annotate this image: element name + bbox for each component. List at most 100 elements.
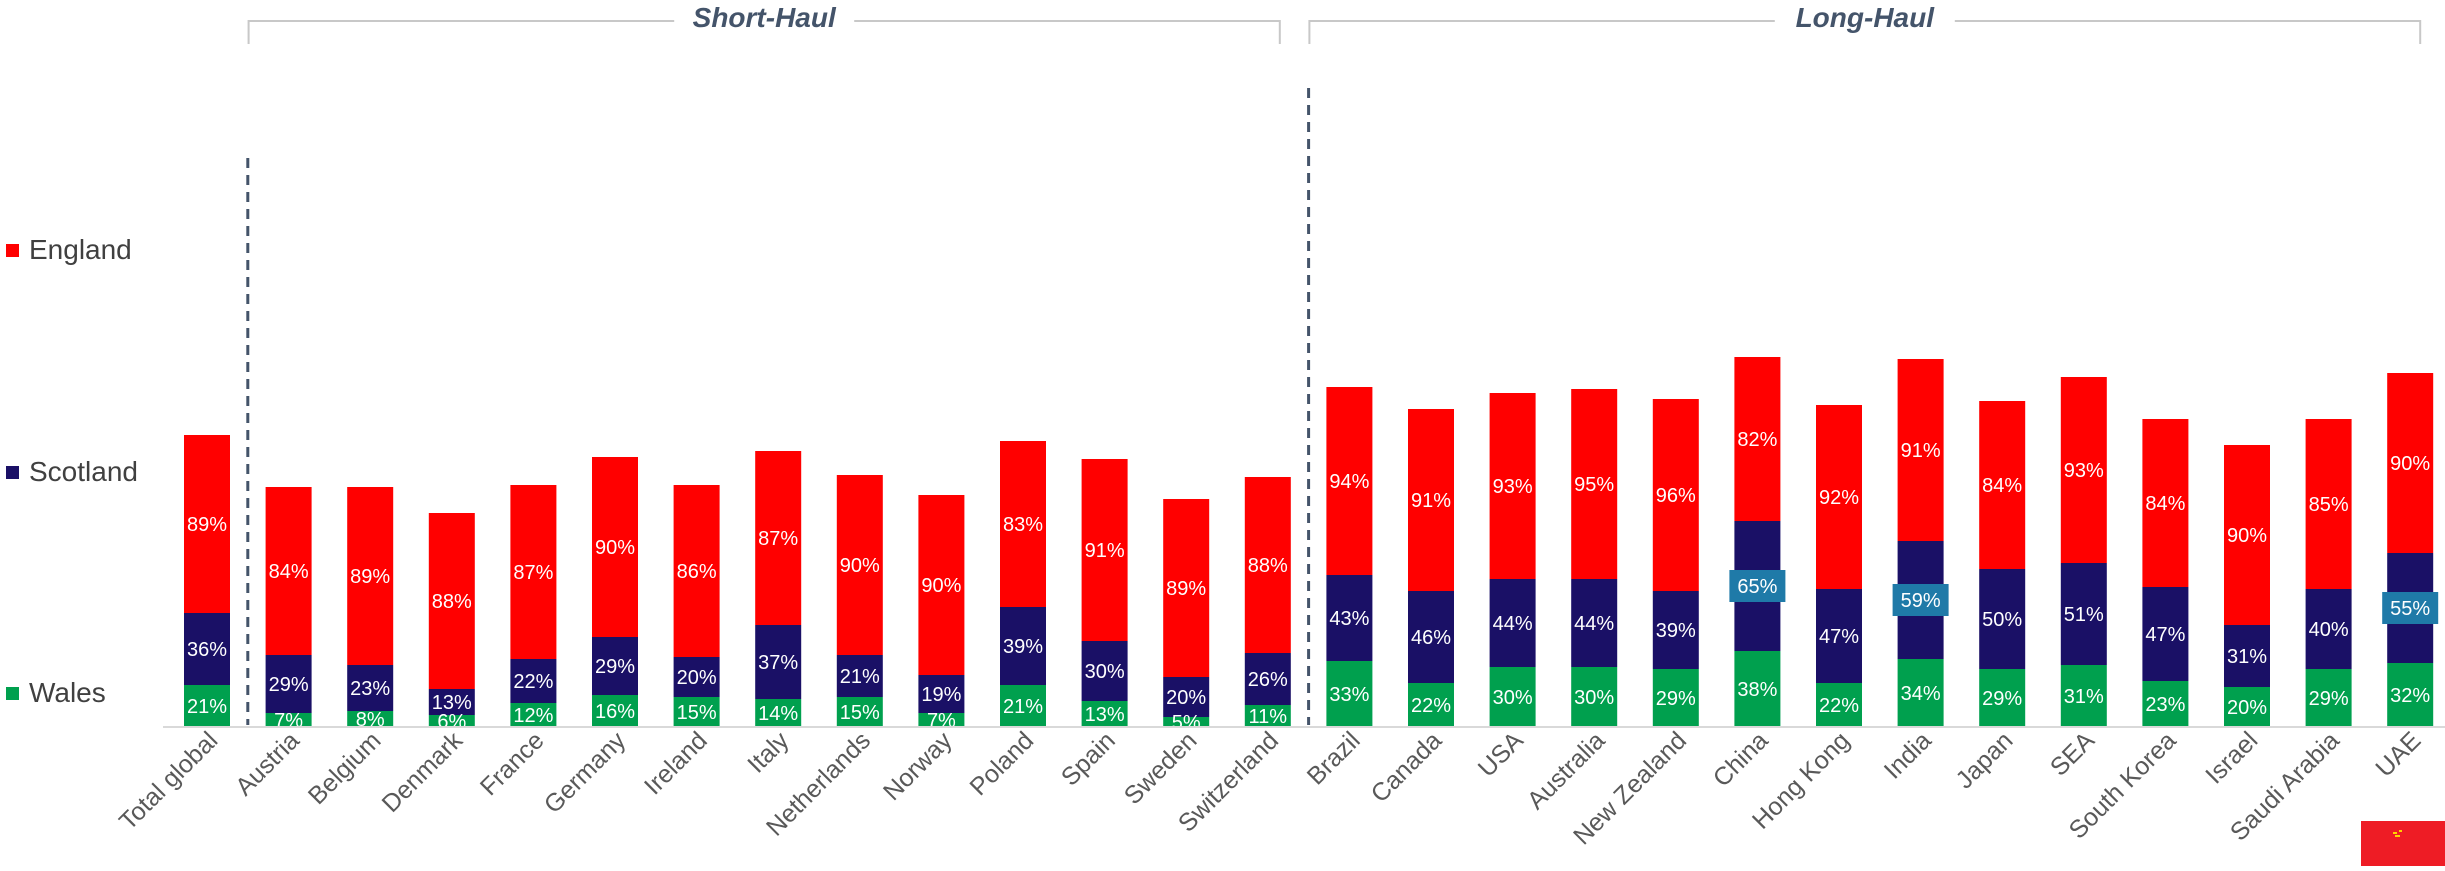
bar-england-austria [265,487,312,655]
group-dividers [246,88,1311,725]
data-label-england-sea: 93% [2064,460,2104,482]
bar-wales-new-zealand [1652,669,1699,727]
data-label-scotland-usa: 44% [1493,613,1533,635]
bar-area: 21%36%89%7%29%84%8%23%89%6%13%88%12%22%8… [184,357,2439,734]
bar-scotland-belgium [347,665,394,711]
x-tick-label-ireland: Ireland [639,726,713,800]
data-label-wales-saudi-arabia: 29% [2309,688,2349,710]
data-label-england-italy: 87% [758,528,798,550]
data-label-england-uae: 90% [2390,453,2430,475]
data-label-scotland-poland: 39% [1003,636,1043,658]
x-tick-label-norway: Norway [878,726,958,806]
bar-wales-poland [1000,685,1046,727]
x-tick-label-israel: Israel [2200,726,2263,789]
bar-wales-japan [1979,669,2026,727]
bar-wales-spain [1081,701,1128,727]
x-tick-label-total-global: Total global [114,726,223,835]
bar-scotland-denmark [428,689,475,715]
bar-wales-south-korea [2142,681,2189,727]
bar-england-brazil [1326,387,1373,575]
group-label-long-haul: Long-Haul [1796,2,1936,33]
bar-england-usa [1489,393,1536,579]
data-label-wales-hong-kong: 22% [1819,695,1859,717]
bar-wales-norway [918,713,965,727]
bar-scotland-netherlands [836,655,883,697]
bar-scotland-japan [1979,569,2026,669]
bar-wales-uae [2387,663,2434,727]
data-label-england-spain: 91% [1085,540,1125,562]
x-tick-label-austria: Austria [230,726,305,801]
data-label-scotland-germany: 29% [595,656,635,678]
data-label-wales-new-zealand: 29% [1656,688,1696,710]
data-label-england-sweden: 89% [1166,578,1206,600]
bar-scotland-usa [1489,579,1536,667]
bar-wales-israel [2224,687,2270,727]
data-label-scotland-ireland: 20% [677,667,717,689]
bar-scotland-new-zealand [1652,591,1699,669]
x-tick-label-france: France [475,726,550,801]
data-label-wales-australia: 30% [1574,687,1614,709]
bar-scotland-brazil [1326,575,1373,661]
data-label-scotland-uae: 55% [2390,598,2430,620]
x-tick-label-germany: Germany [539,726,632,819]
data-label-scotland-denmark: 13% [432,692,472,714]
x-tick-label-india: India [1879,726,1937,784]
data-label-england-new-zealand: 96% [1656,485,1696,507]
data-label-scotland-south-korea: 47% [2145,624,2185,646]
data-label-highlight-china [1729,570,1786,602]
data-label-wales-italy: 14% [758,703,798,725]
data-label-scotland-israel: 31% [2227,646,2267,668]
x-tick-label-japan: Japan [1950,726,2018,794]
data-label-scotland-china: 65% [1737,576,1777,598]
bar-wales-belgium [347,711,394,727]
bar-england-israel [2224,445,2270,625]
data-label-wales-denmark: 6% [437,711,466,733]
bar-wales-usa [1489,667,1536,727]
bar-scotland-canada [1408,591,1454,683]
group-bracket-right-short-haul [854,20,1281,44]
data-label-wales-japan: 29% [1982,688,2022,710]
data-label-england-ireland: 86% [677,561,717,583]
data-label-scotland-austria: 29% [269,674,309,696]
data-label-wales-switzerland: 11% [1249,706,1288,728]
data-label-england-saudi-arabia: 85% [2309,494,2349,516]
bar-wales-switzerland [1244,705,1291,727]
data-label-england-belgium: 89% [350,566,390,588]
x-tick-label-canada: Canada [1366,726,1448,808]
bar-england-india [1897,359,1944,541]
data-label-wales-sea: 31% [2064,686,2104,708]
data-label-england-norway: 90% [921,575,961,597]
data-label-wales-ireland: 15% [677,702,717,724]
data-label-scotland-norway: 19% [921,684,961,706]
bar-wales-brazil [1326,661,1373,727]
data-label-wales-netherlands: 15% [840,702,880,724]
data-label-scotland-sweden: 20% [1166,687,1206,709]
data-label-wales-france: 12% [513,705,553,727]
data-label-highlight-uae [2382,592,2439,624]
bar-england-japan [1979,401,2026,569]
data-label-highlight-india [1892,584,1949,616]
data-label-scotland-italy: 37% [758,652,798,674]
bar-england-italy [755,451,802,625]
bar-wales-australia [1571,667,1618,727]
bar-england-saudi-arabia [2305,419,2352,589]
bar-england-denmark [428,513,475,689]
group-label-short-haul: Short-Haul [693,2,837,33]
data-label-england-south-korea: 84% [2145,493,2185,515]
data-label-wales-china: 38% [1737,679,1777,701]
bar-england-australia [1571,389,1618,579]
data-label-england-israel: 90% [2227,525,2267,547]
bar-scotland-israel [2224,625,2270,687]
bar-wales-canada [1408,683,1454,727]
bar-scotland-saudi-arabia [2305,589,2352,669]
bar-england-uae [2387,373,2434,553]
bar-scotland-italy [755,625,802,699]
x-tick-label-spain: Spain [1056,726,1121,791]
legend-label-scotland: Scotland [29,456,138,487]
bar-scotland-total-global [184,613,230,685]
bar-wales-netherlands [836,697,883,727]
bar-wales-austria [265,713,312,727]
data-label-wales-spain: 13% [1085,704,1125,726]
data-label-scotland-saudi-arabia: 40% [2309,619,2349,641]
